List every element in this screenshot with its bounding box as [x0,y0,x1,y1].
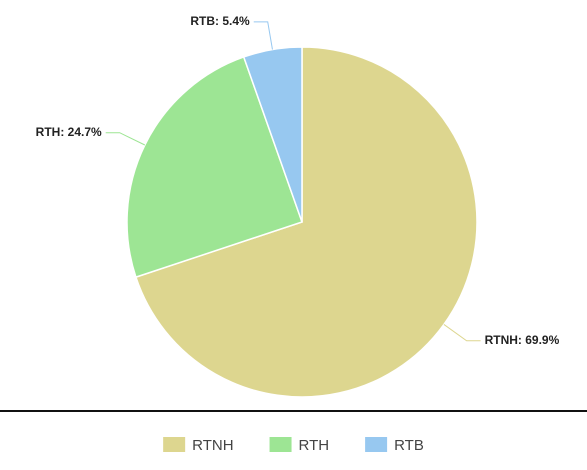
legend-label[interactable]: RTNH [192,437,233,454]
legend-swatch[interactable] [365,437,388,452]
data-label: RTH: 24.7% [36,125,102,139]
pie-slice [126,56,303,279]
legend-label[interactable]: RTH [299,437,330,454]
leader-line [253,21,273,50]
leader-line [443,324,481,342]
leader-line [105,132,146,146]
legend-label[interactable]: RTB [394,437,424,454]
pie-slice [242,46,303,223]
data-label: RTNH: 69.9% [485,333,560,347]
legend-swatch[interactable] [269,437,292,452]
pie-slice [134,46,478,398]
legend-swatch[interactable] [163,437,186,452]
data-label: RTB: 5.4% [190,14,250,28]
